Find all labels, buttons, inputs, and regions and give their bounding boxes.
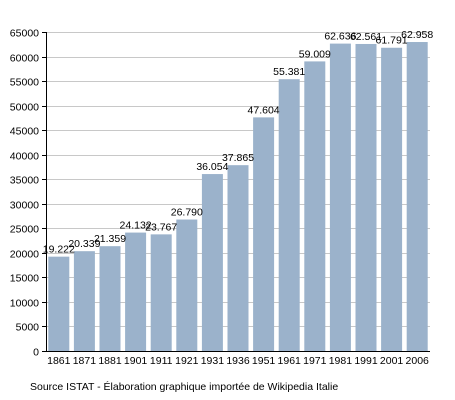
data-label: 62.561 [350, 31, 382, 43]
data-label: 37.865 [222, 152, 254, 164]
bar [304, 61, 326, 352]
y-tick-label: 45000 [10, 126, 39, 138]
x-tick-label: 1971 [303, 355, 327, 367]
y-tick-label: 15000 [10, 273, 39, 285]
data-label: 23.767 [145, 221, 177, 233]
bar [253, 117, 275, 352]
data-label: 20.339 [68, 238, 100, 250]
y-tick-label: 65000 [10, 28, 39, 40]
bar [355, 43, 377, 352]
data-label: 26.790 [171, 207, 203, 219]
data-label: 62.636 [324, 31, 356, 43]
y-tick-label: 0 [33, 347, 39, 359]
y-tick-labels: 0 5000 10000 15000 20000 25000 30000 35000 40000… [10, 28, 39, 359]
y-tick-label: 40000 [10, 151, 39, 163]
x-tick-label: 1951 [252, 355, 276, 367]
data-label: 47.604 [248, 104, 280, 116]
bar [227, 165, 249, 351]
bar [99, 246, 121, 351]
x-tick-label: 2006 [406, 355, 430, 367]
x-tick-label: 1931 [201, 355, 225, 367]
y-tick-label: 35000 [10, 175, 39, 187]
bar [329, 43, 351, 352]
bar [48, 256, 70, 351]
bar [278, 79, 300, 351]
y-tick-label: 60000 [10, 53, 39, 65]
x-tick-label: 1861 [47, 355, 71, 367]
x-tick-label: 1911 [150, 355, 173, 367]
data-label: 24.132 [120, 220, 152, 232]
y-tick-label: 55000 [10, 77, 39, 89]
x-tick-label: 1901 [124, 355, 148, 367]
data-label: 61.791 [376, 35, 408, 47]
data-label: 36.054 [196, 161, 228, 173]
x-tick-label: 1871 [73, 355, 97, 367]
bar [201, 174, 223, 351]
bar [381, 47, 403, 352]
x-tick-label: 2001 [380, 355, 404, 367]
y-tick-label: 5000 [16, 322, 40, 334]
x-tick-label: 1961 [278, 355, 302, 367]
data-label: 59.009 [299, 48, 331, 60]
bars [48, 42, 428, 352]
x-tick-labels: 1861 1871 1881 1901 1911 1921 1931 1936 1951 1961… [47, 355, 429, 367]
y-tick-label: 50000 [10, 102, 39, 114]
data-label: 19.222 [43, 244, 75, 256]
axes [42, 32, 430, 352]
y-tick-label: 10000 [10, 298, 39, 310]
data-label: 55.381 [273, 66, 305, 78]
bar [125, 232, 147, 351]
y-tick-label: 20000 [10, 249, 39, 261]
bar [73, 251, 95, 351]
bar [150, 234, 172, 351]
x-tick-label: 1921 [175, 355, 199, 367]
x-tick-label: 1881 [98, 355, 122, 367]
bar [406, 42, 428, 351]
x-tick-label: 1981 [329, 355, 353, 367]
y-tick-label: 25000 [10, 224, 39, 236]
data-label: 62.958 [401, 29, 433, 41]
x-tick-label: 1991 [354, 355, 378, 367]
y-tick-label: 30000 [10, 200, 39, 212]
x-tick-label: 1936 [226, 355, 250, 367]
data-label: 21.359 [94, 233, 126, 245]
source-note: Source ISTAT - Élaboration graphique imp… [30, 381, 339, 393]
bar [176, 219, 198, 351]
